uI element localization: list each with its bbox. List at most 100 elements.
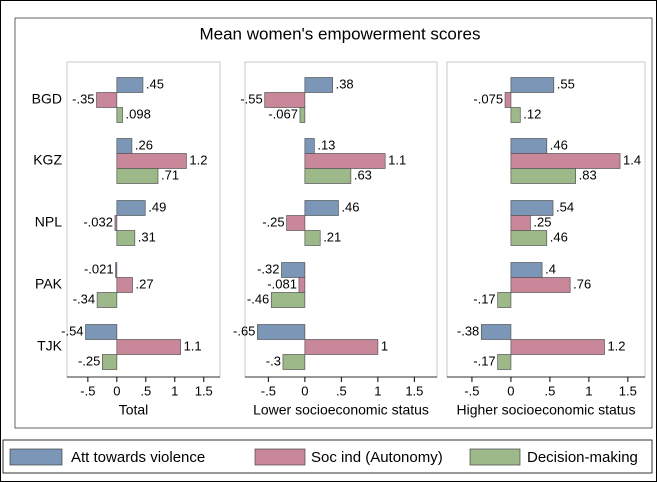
category-label: KGZ bbox=[33, 152, 62, 168]
bar bbox=[114, 215, 118, 231]
bar bbox=[282, 354, 306, 370]
bar bbox=[116, 77, 144, 93]
bar bbox=[480, 324, 512, 340]
value-label: 1.2 bbox=[607, 338, 625, 353]
bar bbox=[281, 262, 306, 278]
value-label: -.081 bbox=[267, 276, 297, 291]
value-label: .55 bbox=[557, 76, 575, 91]
bar bbox=[298, 277, 306, 293]
x-tick-label: 0 bbox=[113, 383, 120, 398]
value-label: -.46 bbox=[247, 291, 269, 306]
value-label: 1.2 bbox=[189, 152, 207, 167]
value-label: .46 bbox=[341, 199, 359, 214]
x-axis-title: Total bbox=[119, 402, 149, 418]
bar bbox=[510, 77, 555, 93]
bar bbox=[286, 215, 306, 231]
value-label: -.25 bbox=[262, 214, 284, 229]
value-label: .27 bbox=[135, 276, 153, 291]
value-label: 1.1 bbox=[184, 338, 202, 353]
bar bbox=[510, 230, 548, 246]
value-label: -.17 bbox=[473, 353, 495, 368]
category-label: TJK bbox=[37, 338, 63, 354]
bar bbox=[116, 153, 187, 169]
value-label: .13 bbox=[317, 137, 335, 152]
bar bbox=[504, 92, 512, 108]
x-tick-label: -.5 bbox=[464, 383, 479, 398]
value-label: 1.4 bbox=[623, 152, 641, 167]
legend-label: Decision-making bbox=[527, 449, 638, 466]
value-label: .46 bbox=[550, 137, 568, 152]
bar bbox=[510, 200, 554, 216]
value-label: .25 bbox=[533, 214, 551, 229]
bar bbox=[304, 339, 379, 355]
value-label: -.17 bbox=[473, 291, 495, 306]
bar bbox=[115, 262, 118, 278]
bar bbox=[304, 138, 315, 154]
x-tick-label: 1.5 bbox=[405, 383, 423, 398]
value-label: -.25 bbox=[78, 353, 100, 368]
bar bbox=[257, 324, 306, 340]
bar bbox=[510, 168, 576, 184]
x-axis-title: Higher socioeconomic status bbox=[457, 402, 636, 418]
legend-swatch bbox=[469, 448, 521, 466]
value-label: -.35 bbox=[72, 91, 94, 106]
value-label: 1 bbox=[381, 338, 388, 353]
value-label: .12 bbox=[523, 106, 541, 121]
value-label: -.3 bbox=[266, 353, 281, 368]
x-tick-label: 0 bbox=[507, 383, 514, 398]
legend-label: Soc ind (Autonomy) bbox=[311, 449, 443, 466]
bar bbox=[116, 138, 133, 154]
bar bbox=[510, 138, 548, 154]
legend bbox=[2, 439, 653, 474]
legend-swatch bbox=[9, 448, 63, 466]
x-tick-label: 1 bbox=[374, 383, 381, 398]
category-label: PAK bbox=[35, 276, 63, 292]
value-label: -.067 bbox=[268, 106, 298, 121]
value-label: -.55 bbox=[240, 91, 262, 106]
bar bbox=[304, 200, 339, 216]
bar bbox=[510, 107, 521, 123]
x-axis-title: Lower socioeconomic status bbox=[253, 402, 429, 418]
bar bbox=[116, 230, 136, 246]
bar bbox=[510, 339, 605, 355]
bar bbox=[96, 292, 118, 308]
value-label: .45 bbox=[146, 76, 164, 91]
x-tick-label: .5 bbox=[140, 383, 151, 398]
bar bbox=[304, 153, 386, 169]
value-label: .38 bbox=[336, 76, 354, 91]
bar bbox=[96, 92, 118, 108]
value-label: .098 bbox=[126, 106, 151, 121]
bar bbox=[497, 292, 512, 308]
bar bbox=[497, 354, 512, 370]
x-tick-label: 1.5 bbox=[619, 383, 637, 398]
bar bbox=[116, 339, 181, 355]
bar bbox=[270, 292, 306, 308]
value-label: .54 bbox=[556, 199, 574, 214]
bar bbox=[304, 77, 333, 93]
x-tick-label: 0 bbox=[301, 383, 308, 398]
bar bbox=[102, 354, 118, 370]
x-tick-label: .5 bbox=[544, 383, 555, 398]
x-tick-label: .5 bbox=[336, 383, 347, 398]
value-label: -.32 bbox=[257, 261, 279, 276]
category-label: NPL bbox=[35, 214, 62, 230]
value-label: .46 bbox=[550, 229, 568, 244]
bar bbox=[510, 262, 543, 278]
bar bbox=[264, 92, 306, 108]
value-label: .63 bbox=[354, 167, 372, 182]
value-label: -.34 bbox=[73, 291, 95, 306]
bar bbox=[510, 215, 531, 231]
value-label: -.38 bbox=[457, 323, 479, 338]
bar bbox=[85, 324, 118, 340]
value-label: -.54 bbox=[61, 323, 83, 338]
bar bbox=[304, 168, 352, 184]
value-label: -.032 bbox=[83, 214, 113, 229]
plot-frame bbox=[14, 17, 653, 429]
value-label: .31 bbox=[138, 229, 156, 244]
value-label: .26 bbox=[135, 137, 153, 152]
bar bbox=[299, 107, 306, 123]
legend-swatch bbox=[254, 448, 306, 466]
legend-label: Att towards violence bbox=[71, 449, 205, 466]
x-tick-label: 1 bbox=[585, 383, 592, 398]
